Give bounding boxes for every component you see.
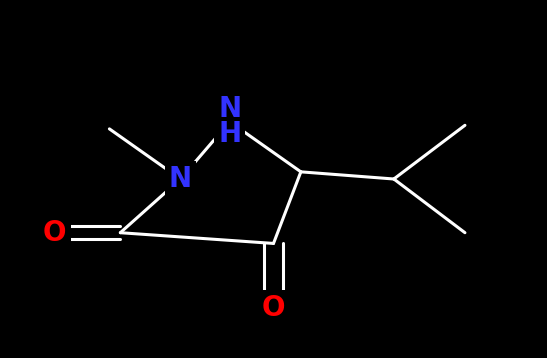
Text: O: O [262,294,285,322]
Text: N
H: N H [218,95,241,148]
Text: O: O [43,219,66,247]
Text: N: N [169,165,192,193]
